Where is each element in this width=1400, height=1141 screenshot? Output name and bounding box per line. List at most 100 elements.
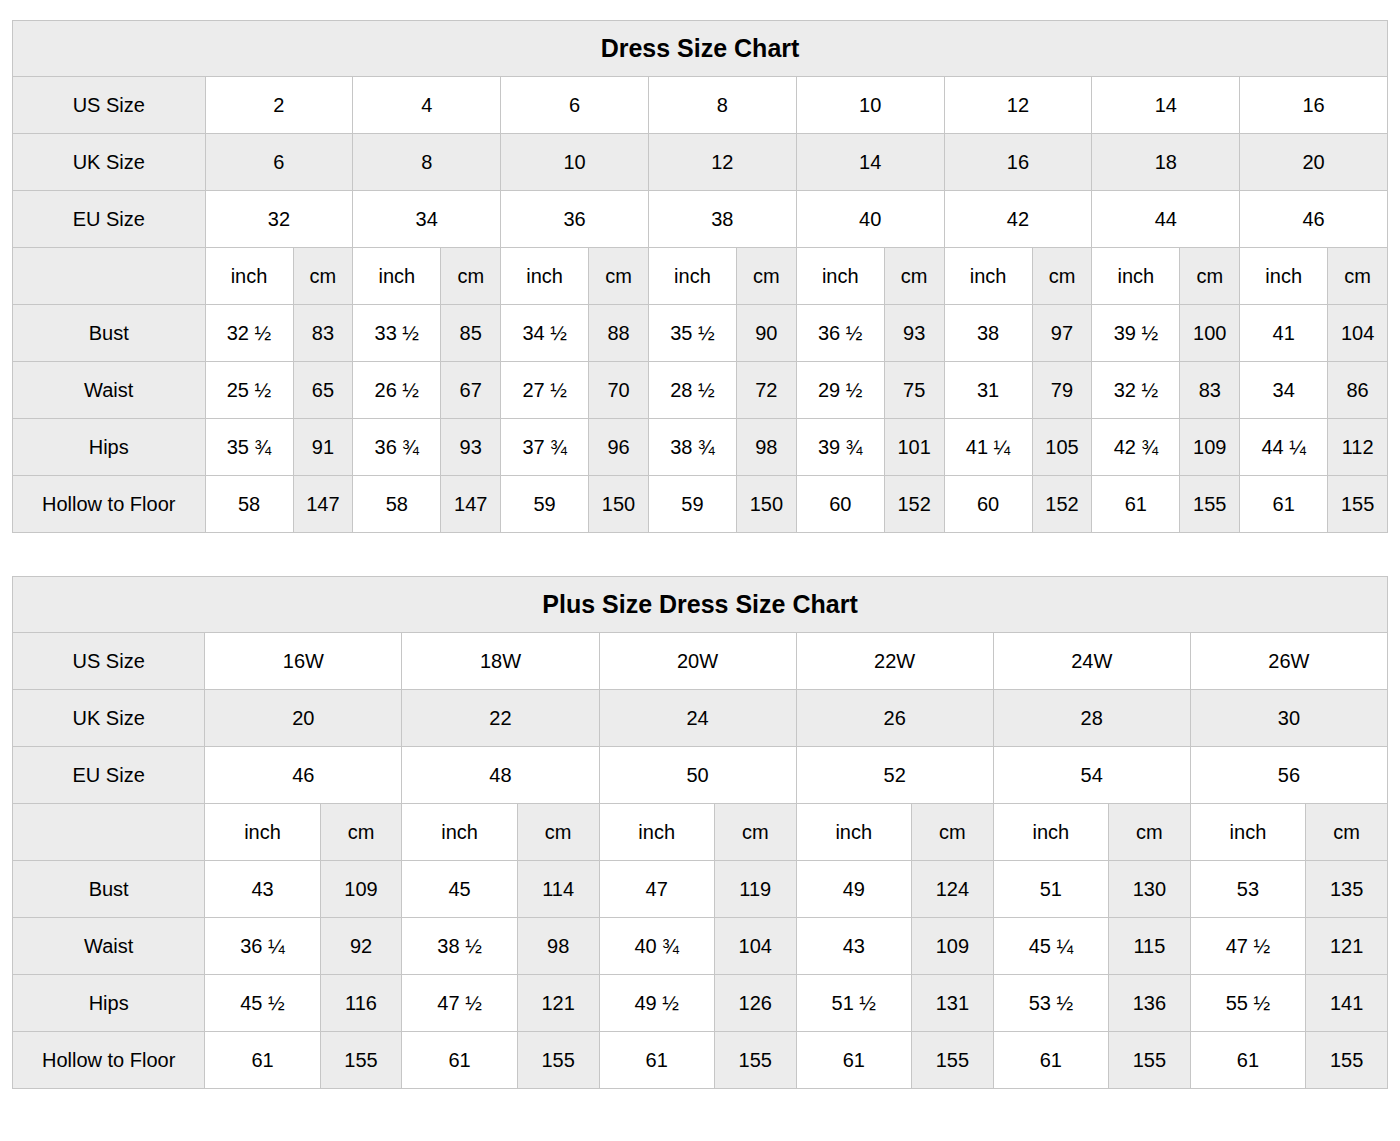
size-value-cell: 38 (648, 191, 796, 248)
size-value-cell: 18 (1092, 134, 1240, 191)
measure-cm-cell: 86 (1328, 362, 1388, 419)
unit-cm-cell: cm (1306, 804, 1388, 861)
measure-inch-cell: 42 ¾ (1092, 419, 1180, 476)
unit-inch-cell: inch (648, 248, 736, 305)
measure-inch-cell: 39 ¾ (796, 419, 884, 476)
measure-cm-cell: 97 (1032, 305, 1092, 362)
measure-cm-cell: 155 (1109, 1032, 1191, 1089)
measure-cm-cell: 130 (1109, 861, 1191, 918)
measure-cm-cell: 152 (1032, 476, 1092, 533)
measure-inch-cell: 60 (944, 476, 1032, 533)
size-value-cell: 6 (501, 77, 649, 134)
measure-inch-cell: 40 ¾ (599, 918, 714, 975)
measure-inch-cell: 44 ¼ (1240, 419, 1328, 476)
measure-cm-cell: 75 (884, 362, 944, 419)
measure-inch-cell: 60 (796, 476, 884, 533)
measure-cm-cell: 100 (1180, 305, 1240, 362)
table-title: Dress Size Chart (13, 21, 1388, 77)
unit-inch-cell: inch (796, 804, 911, 861)
measure-inch-cell: 61 (1240, 476, 1328, 533)
size-value-cell: 56 (1190, 747, 1387, 804)
measure-inch-cell: 45 (402, 861, 517, 918)
measure-cm-cell: 72 (736, 362, 796, 419)
unit-inch-cell: inch (796, 248, 884, 305)
unit-cm-cell: cm (1328, 248, 1388, 305)
size-value-cell: 54 (993, 747, 1190, 804)
measure-cm-cell: 147 (441, 476, 501, 533)
measure-cm-cell: 121 (517, 975, 599, 1032)
size-value-cell: 20 (205, 690, 402, 747)
unit-cm-cell: cm (517, 804, 599, 861)
size-value-cell: 24 (599, 690, 796, 747)
size-value-cell: 28 (993, 690, 1190, 747)
unit-inch-cell: inch (993, 804, 1108, 861)
row-label-cell: Waist (13, 918, 205, 975)
unit-cm-cell: cm (911, 804, 993, 861)
row-label-cell: UK Size (13, 134, 206, 191)
unit-cm-cell: cm (293, 248, 353, 305)
measure-inch-cell: 43 (205, 861, 320, 918)
size-value-cell: 2 (205, 77, 353, 134)
unit-cm-cell: cm (589, 248, 649, 305)
measure-inch-cell: 61 (993, 1032, 1108, 1089)
measure-inch-cell: 41 ¼ (944, 419, 1032, 476)
measure-inch-cell: 25 ½ (205, 362, 293, 419)
measure-cm-cell: 96 (589, 419, 649, 476)
measure-inch-cell: 27 ½ (501, 362, 589, 419)
size-value-cell: 20W (599, 633, 796, 690)
measure-inch-cell: 33 ½ (353, 305, 441, 362)
measure-cm-cell: 79 (1032, 362, 1092, 419)
unit-cm-cell: cm (736, 248, 796, 305)
row-label-cell: Waist (13, 362, 206, 419)
measure-cm-cell: 65 (293, 362, 353, 419)
size-value-cell: 12 (648, 134, 796, 191)
unit-cm-cell: cm (320, 804, 402, 861)
measure-cm-cell: 104 (714, 918, 796, 975)
measure-inch-cell: 38 (944, 305, 1032, 362)
measure-cm-cell: 121 (1306, 918, 1388, 975)
measure-inch-cell: 39 ½ (1092, 305, 1180, 362)
measure-inch-cell: 49 (796, 861, 911, 918)
unit-inch-cell: inch (1240, 248, 1328, 305)
size-value-cell: 18W (402, 633, 599, 690)
unit-inch-cell: inch (1190, 804, 1305, 861)
measure-inch-cell: 61 (205, 1032, 320, 1089)
size-charts-page: Dress Size ChartUS Size246810121416UK Si… (0, 0, 1400, 1110)
size-value-cell: 12 (944, 77, 1092, 134)
measure-inch-cell: 37 ¾ (501, 419, 589, 476)
size-value-cell: 10 (796, 77, 944, 134)
measure-inch-cell: 51 ½ (796, 975, 911, 1032)
measure-inch-cell: 58 (205, 476, 293, 533)
unit-cm-cell: cm (714, 804, 796, 861)
measure-inch-cell: 61 (1190, 1032, 1305, 1089)
measure-inch-cell: 45 ½ (205, 975, 320, 1032)
measure-cm-cell: 70 (589, 362, 649, 419)
measure-cm-cell: 155 (1180, 476, 1240, 533)
measure-inch-cell: 59 (501, 476, 589, 533)
unit-row-empty-cell (13, 248, 206, 305)
measure-cm-cell: 85 (441, 305, 501, 362)
measure-cm-cell: 131 (911, 975, 993, 1032)
measure-inch-cell: 38 ½ (402, 918, 517, 975)
size-value-cell: 40 (796, 191, 944, 248)
unit-inch-cell: inch (353, 248, 441, 305)
measure-inch-cell: 29 ½ (796, 362, 884, 419)
measure-cm-cell: 88 (589, 305, 649, 362)
measure-cm-cell: 155 (1328, 476, 1388, 533)
size-value-cell: 42 (944, 191, 1092, 248)
measure-cm-cell: 91 (293, 419, 353, 476)
measure-cm-cell: 152 (884, 476, 944, 533)
measure-cm-cell: 124 (911, 861, 993, 918)
unit-row-empty-cell (13, 804, 205, 861)
measure-cm-cell: 83 (293, 305, 353, 362)
measure-inch-cell: 26 ½ (353, 362, 441, 419)
unit-inch-cell: inch (1092, 248, 1180, 305)
unit-cm-cell: cm (1032, 248, 1092, 305)
measure-inch-cell: 36 ½ (796, 305, 884, 362)
measure-inch-cell: 61 (796, 1032, 911, 1089)
measure-cm-cell: 112 (1328, 419, 1388, 476)
row-label-cell: UK Size (13, 690, 205, 747)
size-value-cell: 16W (205, 633, 402, 690)
dress-size-chart-table: Dress Size ChartUS Size246810121416UK Si… (12, 20, 1388, 533)
unit-cm-cell: cm (884, 248, 944, 305)
